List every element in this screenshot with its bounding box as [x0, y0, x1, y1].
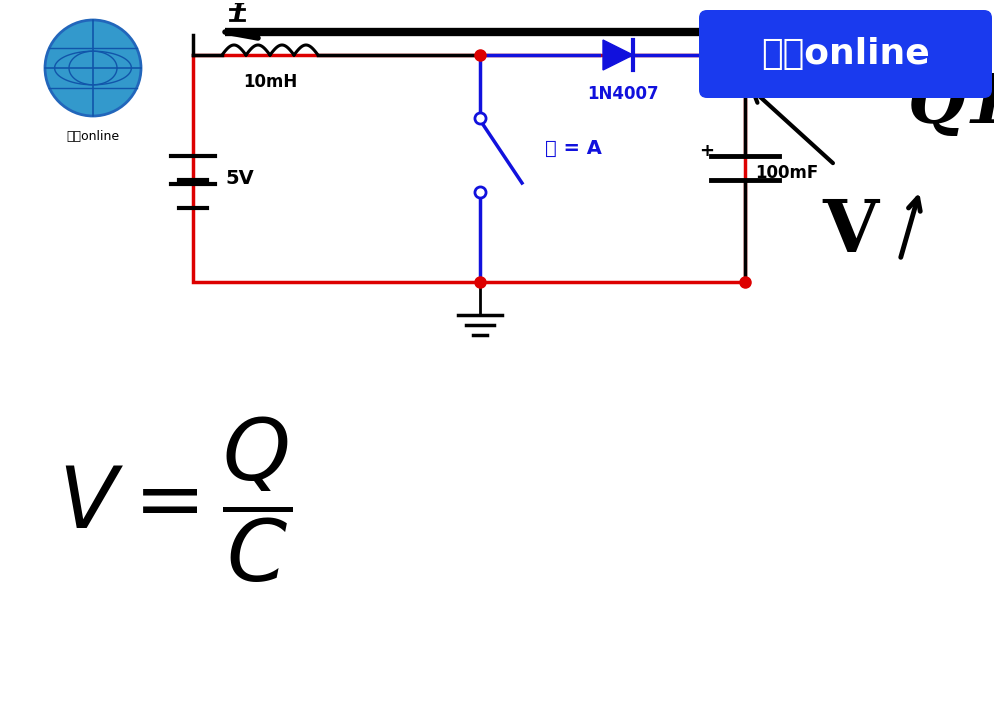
Text: $V = \dfrac{Q}{C}$: $V = \dfrac{Q}{C}$ [58, 415, 292, 585]
Circle shape [45, 20, 141, 116]
Text: +: + [700, 142, 715, 160]
Text: 1N4007: 1N4007 [587, 85, 659, 103]
Text: Q1: Q1 [908, 73, 994, 138]
Text: 键 = A: 键 = A [545, 138, 602, 158]
Text: V: V [822, 197, 878, 268]
Text: 100mF: 100mF [755, 164, 818, 182]
Text: I: I [232, 2, 243, 26]
Text: 5V: 5V [225, 168, 253, 187]
Polygon shape [603, 40, 633, 70]
Bar [193, 55, 745, 282]
Text: 电子online: 电子online [761, 37, 929, 71]
FancyBboxPatch shape [699, 10, 992, 98]
Text: 10mH: 10mH [243, 73, 297, 91]
Text: 电子online: 电子online [67, 130, 119, 143]
